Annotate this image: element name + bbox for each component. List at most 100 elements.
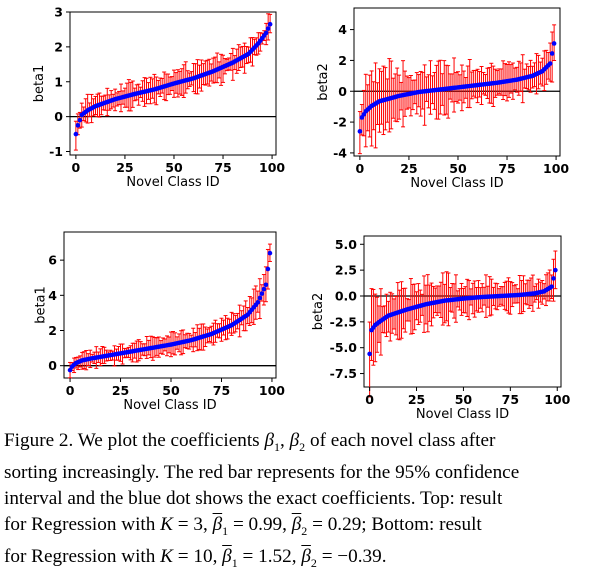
plot-frame xyxy=(353,7,561,157)
x-tick-label: 100 xyxy=(259,160,285,175)
y-axis-label: beta1 xyxy=(34,286,49,324)
x-tick-label: 0 xyxy=(66,383,75,398)
x-tick-label: 25 xyxy=(116,160,133,175)
coef-point xyxy=(549,284,554,289)
caption-line: sorting increasingly. The red bar repres… xyxy=(4,460,596,486)
caption-text: K xyxy=(160,545,173,567)
caption-line: for Regression with K = 3, β1 = 0.99, β2… xyxy=(4,512,596,544)
x-tick-label: 100 xyxy=(543,161,569,176)
caption-text: for Regression with xyxy=(4,513,161,535)
coef-point xyxy=(265,266,271,272)
y-tick-label: 4 xyxy=(338,22,347,37)
chart-panel-top-right: 0 25 50 75 100 -4 -2 0 2 4 Novel Class ID beta2 xyxy=(316,7,569,191)
x-tick-label: 75 xyxy=(213,383,230,398)
x-tick-label: 0 xyxy=(356,161,365,176)
y-tick-label: 1 xyxy=(54,74,63,89)
plot-frame xyxy=(363,235,562,388)
y-axis-label: beta1 xyxy=(32,65,47,103)
coef-point xyxy=(553,267,558,273)
y-tick-label: 5.0 xyxy=(335,237,357,252)
caption-text: = 1.52, xyxy=(237,545,302,567)
x-tick-label: 100 xyxy=(544,392,570,407)
plot-frame xyxy=(69,11,277,156)
caption-text: sorting increasingly. The red bar repres… xyxy=(4,461,520,483)
x-axis-label: Novel Class ID xyxy=(416,407,509,422)
caption-text: = −0.39. xyxy=(316,545,387,567)
caption-line: Figure 2. We plot the coefficients β1, β… xyxy=(4,428,596,460)
chart-panel-top-left: 0 25 50 75 100 -1 0 1 2 3 Novel Class ID beta1 xyxy=(32,5,285,191)
y-axis-label: beta2 xyxy=(311,293,326,331)
plot-frame xyxy=(63,231,277,379)
x-tick-label: 0 xyxy=(72,160,81,175)
x-tick-label: 75 xyxy=(214,160,231,175)
coef-point xyxy=(267,250,273,256)
y-tick-label: -2.5 xyxy=(330,314,357,329)
coef-point xyxy=(549,51,555,56)
y-tick-label: 2 xyxy=(48,323,57,338)
chart-panel-bottom-left: 0 25 50 75 100 0 2 4 6 Novel Class ID beta1 xyxy=(34,231,285,413)
caption-line: for Regression with K = 10, β1 = 1.52, β… xyxy=(4,544,596,575)
caption-text: 1 xyxy=(231,555,238,570)
y-axis-label: beta2 xyxy=(316,63,331,101)
caption-text: Figure 2. We plot the coefficients xyxy=(4,430,265,451)
y-tick-label: 2.5 xyxy=(335,263,357,278)
coef-point xyxy=(75,123,81,128)
figure-caption: Figure 2. We plot the coefficients β1, β… xyxy=(4,428,596,575)
caption-text: β xyxy=(301,545,311,567)
caption-text: β xyxy=(222,545,232,567)
y-tick-label: 6 xyxy=(48,253,57,268)
y-tick-label: -2 xyxy=(333,115,347,130)
y-tick-label: 3 xyxy=(54,5,63,20)
y-tick-label: -4 xyxy=(333,145,347,160)
caption-text: β xyxy=(289,430,300,451)
x-tick-label: 25 xyxy=(408,392,425,407)
x-tick-label: 50 xyxy=(162,383,180,398)
y-tick-label: 2 xyxy=(54,39,63,54)
y-tick-label: 0.0 xyxy=(335,288,357,303)
caption-text: 2 xyxy=(299,439,306,454)
coef-point xyxy=(263,30,269,36)
x-axis-label: Novel Class ID xyxy=(126,175,219,190)
chart-panel-bottom-right: 0 25 50 75 100 -7.5 -5.0 -2.5 0.0 2.5 5.0 Novel Cla… xyxy=(311,235,571,422)
x-tick-label: 75 xyxy=(498,161,515,176)
caption-text: K xyxy=(160,513,173,535)
y-tick-label: 0 xyxy=(338,84,347,99)
y-tick-label: -5.0 xyxy=(330,340,358,355)
caption-text: = 0.99, xyxy=(228,513,292,535)
x-axis-label: Novel Class ID xyxy=(410,176,503,191)
caption-text: interval and the blue dot shows the exac… xyxy=(4,487,503,509)
coef-point xyxy=(551,276,556,281)
x-tick-label: 50 xyxy=(449,161,467,176)
x-tick-label: 50 xyxy=(165,160,183,175)
y-tick-label: 0 xyxy=(54,109,63,124)
y-tick-label: 2 xyxy=(338,53,347,68)
coef-point xyxy=(367,351,372,357)
y-tick-label: -7.5 xyxy=(330,366,357,381)
y-tick-label: 0 xyxy=(48,358,57,373)
caption-text: 1 xyxy=(222,523,229,538)
x-tick-label: 75 xyxy=(502,392,519,407)
coef-point xyxy=(259,291,265,296)
coef-point xyxy=(357,129,363,134)
coef-point xyxy=(73,131,79,137)
caption-text: = 3, xyxy=(172,513,213,535)
coef-point xyxy=(261,286,267,292)
coef-point xyxy=(263,282,269,288)
x-tick-label: 25 xyxy=(112,383,129,398)
coef-point xyxy=(265,26,271,31)
y-tick-label: -1 xyxy=(49,144,63,159)
caption-text: = 0.29; Bottom: result xyxy=(307,513,482,535)
coef-point xyxy=(257,295,263,301)
coef-point xyxy=(255,300,261,305)
caption-text: of each novel class after xyxy=(305,430,496,451)
coef-point xyxy=(67,367,73,373)
caption-line: interval and the blue dot shows the exac… xyxy=(4,486,596,512)
caption-text: , xyxy=(280,430,290,451)
coef-point xyxy=(547,61,553,66)
caption-text: 2 xyxy=(301,523,308,538)
x-tick-label: 100 xyxy=(259,383,285,398)
x-tick-label: 0 xyxy=(365,392,374,407)
caption-text: β xyxy=(291,513,302,535)
caption-text: β xyxy=(264,430,275,451)
x-tick-label: 50 xyxy=(455,392,473,407)
